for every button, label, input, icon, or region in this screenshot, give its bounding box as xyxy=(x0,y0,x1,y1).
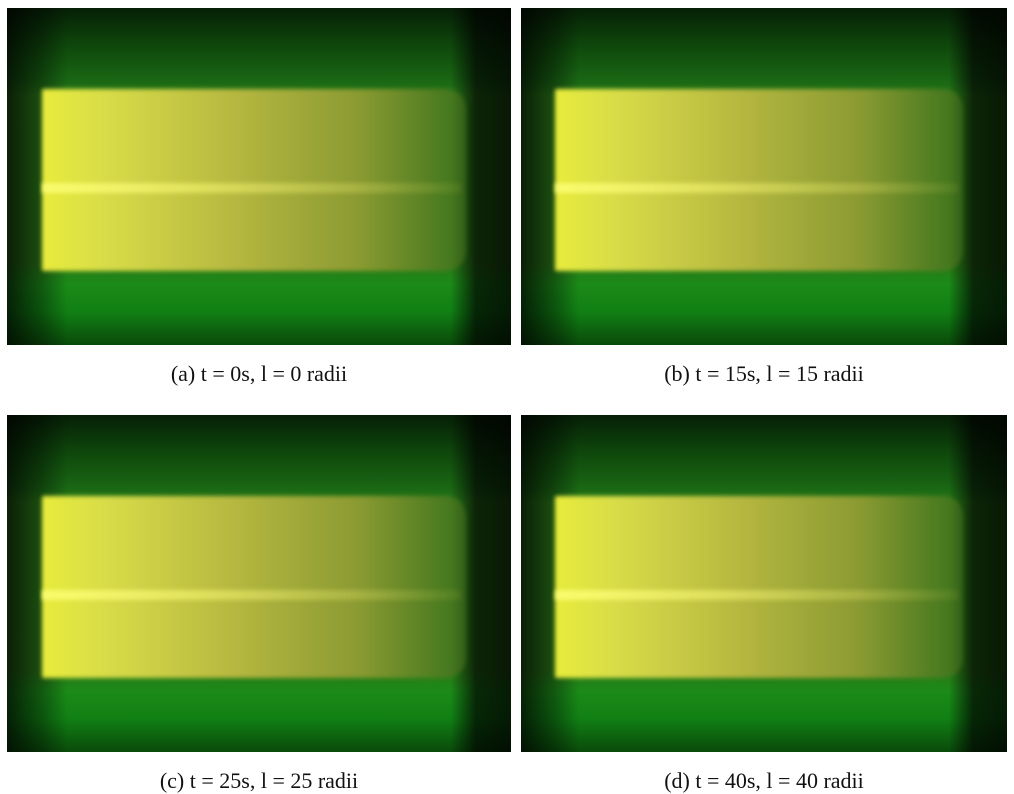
caption: (b) t = 15s, l = 15 radii xyxy=(521,361,1007,387)
photo xyxy=(7,415,511,752)
panel: (d) t = 40s, l = 40 radii xyxy=(521,415,1007,794)
panel: (a) t = 0s, l = 0 radii xyxy=(7,8,511,387)
caption: (a) t = 0s, l = 0 radii xyxy=(7,361,511,387)
photo xyxy=(7,8,511,345)
page: (a) t = 0s, l = 0 radii (b) t = 15s, l =… xyxy=(0,0,1014,794)
panel: (c) t = 25s, l = 25 radii xyxy=(7,415,511,794)
photo xyxy=(521,415,1007,752)
caption: (d) t = 40s, l = 40 radii xyxy=(521,768,1007,794)
panel: (b) t = 15s, l = 15 radii xyxy=(521,8,1007,387)
photo xyxy=(521,8,1007,345)
caption: (c) t = 25s, l = 25 radii xyxy=(7,768,511,794)
